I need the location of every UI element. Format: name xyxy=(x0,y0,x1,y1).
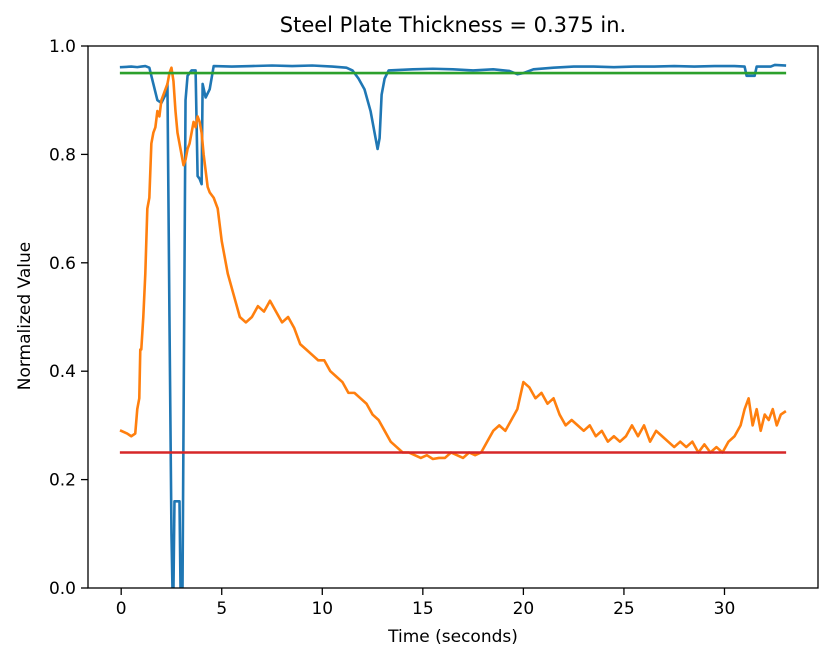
ticks-layer: 0 5 10 15 20 25 30 0.0 0.2 0.4 0.6 0.8 1.0 xyxy=(49,37,735,619)
x-tick-label: 15 xyxy=(412,599,434,619)
y-tick-label: 0.4 xyxy=(49,362,76,382)
y-tick-label: 0.8 xyxy=(49,145,76,165)
y-tick-label: 0.2 xyxy=(49,471,76,491)
plot-frame xyxy=(87,45,819,589)
x-tick-label: 20 xyxy=(513,599,535,619)
x-tick-label: 0 xyxy=(116,599,127,619)
y-tick-label: 1.0 xyxy=(49,37,76,57)
x-tick-label: 25 xyxy=(613,599,635,619)
y-axis-label: Normalized Value xyxy=(15,242,35,391)
series-layer xyxy=(119,63,787,588)
x-tick-label: 10 xyxy=(311,599,333,619)
y-tick-label: 0.6 xyxy=(49,254,76,274)
series-line-blue xyxy=(119,63,787,588)
x-axis-label: Time (seconds) xyxy=(387,627,518,647)
series-line-orange xyxy=(119,66,787,461)
x-tick-label: 5 xyxy=(216,599,227,619)
chart-title: Steel Plate Thickness = 0.375 in. xyxy=(280,13,626,37)
x-tick-label: 30 xyxy=(714,599,736,619)
y-tick-label: 0.0 xyxy=(49,579,76,599)
